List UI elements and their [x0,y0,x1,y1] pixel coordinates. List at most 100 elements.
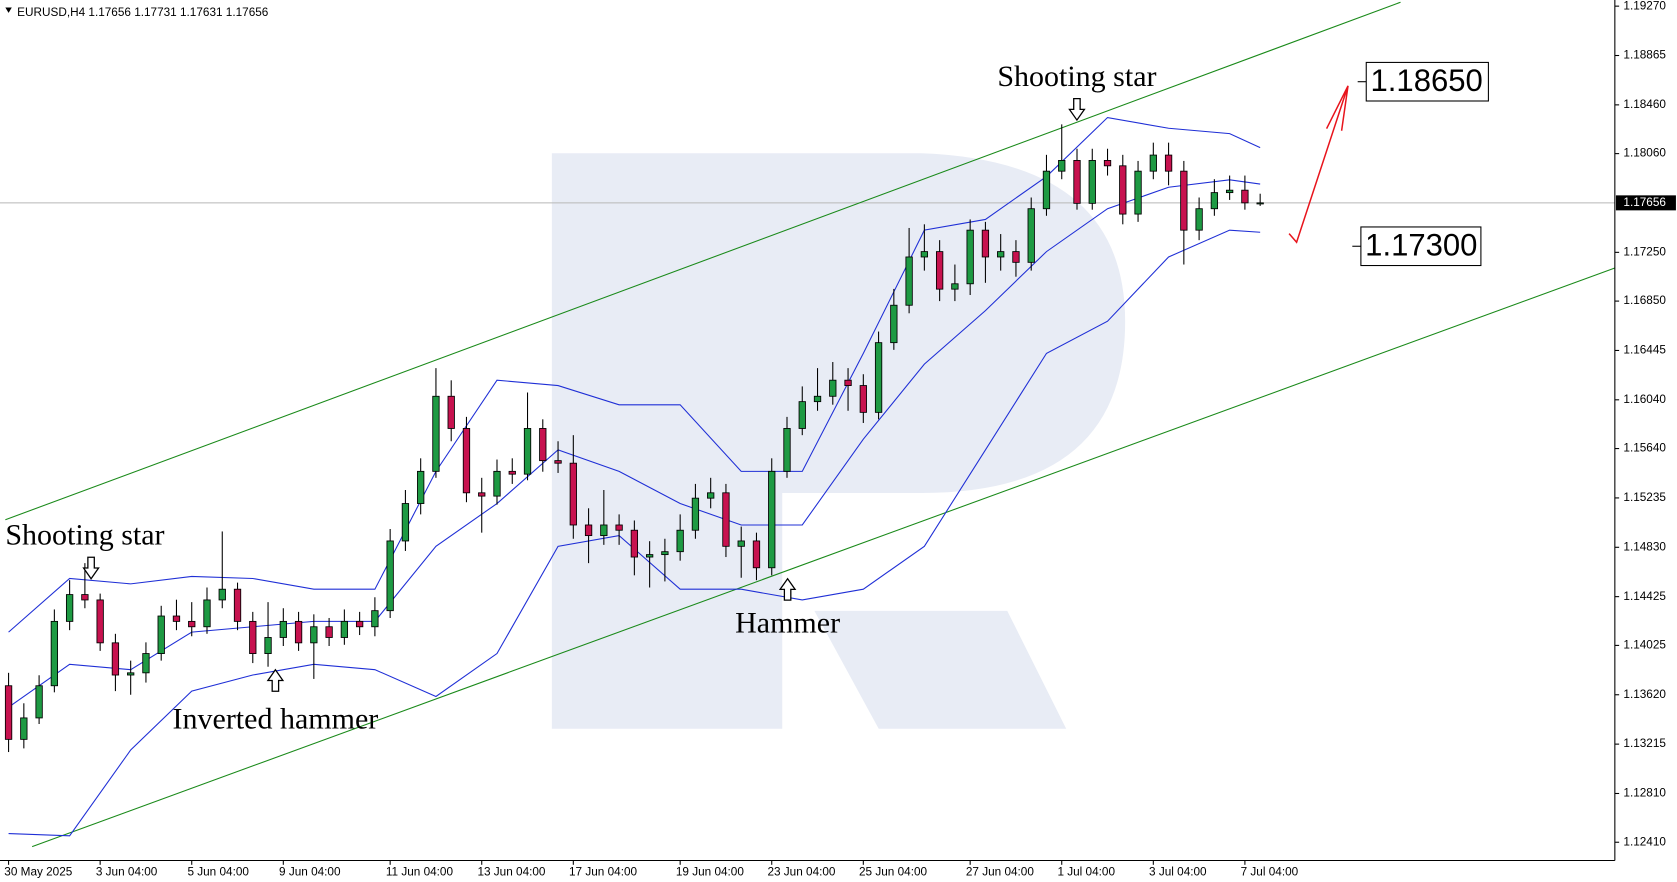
candle-body [1164,154,1173,172]
candle-body [661,551,669,556]
candle-body [1195,208,1203,231]
candle-body [310,626,318,644]
y-tick-label: 1.15640 [1623,442,1666,455]
x-tick-label: 30 May 2025 [4,865,72,878]
candle-body [615,524,623,531]
arrow-down [82,556,100,580]
candle-body [142,653,150,674]
candle-body [371,610,379,628]
candle-body [981,229,990,258]
candle-body [249,620,257,654]
x-tick-label: 17 Jun 04:00 [569,865,637,878]
candle-body [554,460,562,464]
candle-body [386,540,394,612]
channel-lower [31,267,1616,848]
candle-body [1119,165,1127,215]
candle-body [1012,251,1020,263]
watermark [551,153,1126,729]
candle-body [1149,154,1157,172]
candle-body [752,540,761,569]
candle-body [1058,160,1066,172]
header-triangle [5,7,12,13]
x-tick-label: 9 Jun 04:00 [279,865,341,878]
annotation: Hammer [735,606,840,639]
candle-body [127,672,135,676]
candle-body [65,594,74,622]
candle-body [1225,189,1234,194]
candle-body [1088,160,1096,204]
y-tick-label: 1.14425 [1623,590,1666,603]
y-tick-label: 1.13215 [1623,737,1666,750]
candle-body [1180,170,1188,231]
annotation: Shooting star [5,518,164,551]
candle-body [355,620,364,628]
chart-title: EURUSD,H4 1.17656 1.17731 1.17631 1.1765… [17,6,269,19]
y-tick-label: 1.18060 [1623,147,1666,160]
candle-body [111,642,120,676]
candle-body [905,256,913,306]
x-tick-label: 27 Jun 04:00 [966,865,1034,878]
candle-body [829,379,837,397]
annotation: Inverted hammer [173,703,379,736]
candle-body [1210,192,1219,210]
x-tick-label: 7 Jul 04:00 [1241,865,1299,878]
candle-body [157,615,165,654]
x-tick-label: 11 Jun 04:00 [386,865,454,878]
x-tick-label: 19 Jun 04:00 [676,865,744,878]
x-tick-label: 3 Jun 04:00 [96,865,158,878]
watermark-leg [814,610,1067,729]
candle-body [859,385,867,413]
candle-body [1027,208,1035,263]
candle-body [50,620,59,687]
candle-body [691,497,700,531]
forecast-arrow [1288,85,1349,244]
candle-body [523,428,532,475]
annotation: Shooting star [997,60,1156,93]
candle-body [1134,170,1142,215]
candle-body [20,717,28,740]
candle-body [218,588,226,601]
candle-body [4,685,13,740]
y-tick-label: 1.12810 [1623,787,1666,800]
candle-body [737,540,745,547]
candle-body [447,395,455,429]
candle-body [707,492,715,499]
target-label: 1.18650 [1371,63,1483,98]
y-tick-label: 1.14025 [1623,639,1666,652]
last-price-box [1615,195,1676,211]
y-tick-label: 1.14830 [1623,540,1666,553]
x-tick-label: 3 Jul 04:00 [1149,865,1207,878]
target-box [1360,226,1482,267]
candle-body [966,229,974,285]
candle-body [188,620,196,628]
candle-body [997,251,1005,258]
x-tick-label: 1 Jul 04:00 [1057,865,1115,878]
x-tick-label: 13 Jun 04:00 [477,865,545,878]
channel-upper [5,1,1401,521]
candle-body [340,620,349,638]
candle-body [569,462,577,526]
candle-body [279,620,287,638]
y-tick-label: 1.16040 [1623,393,1666,406]
band-middle [8,179,1261,708]
candle-body [844,379,852,386]
y-tick-label: 1.13620 [1623,688,1666,701]
candle-body [1241,189,1249,204]
candle-body [798,401,806,429]
candle-body [645,554,654,558]
target-label: 1.17300 [1365,228,1477,263]
candle-body [676,529,684,553]
watermark-r [551,153,1126,729]
y-tick-label: 1.18865 [1623,49,1666,62]
candle-body [294,620,303,644]
candle-body [203,599,211,628]
y-tick-label: 1.16850 [1623,294,1666,307]
candle-body [417,470,425,504]
arrow-up [266,668,285,692]
candle-body [874,342,883,413]
candle-body [401,503,410,542]
candles-layer [4,116,1264,837]
candle-body [951,283,959,290]
candle-body [768,470,776,569]
